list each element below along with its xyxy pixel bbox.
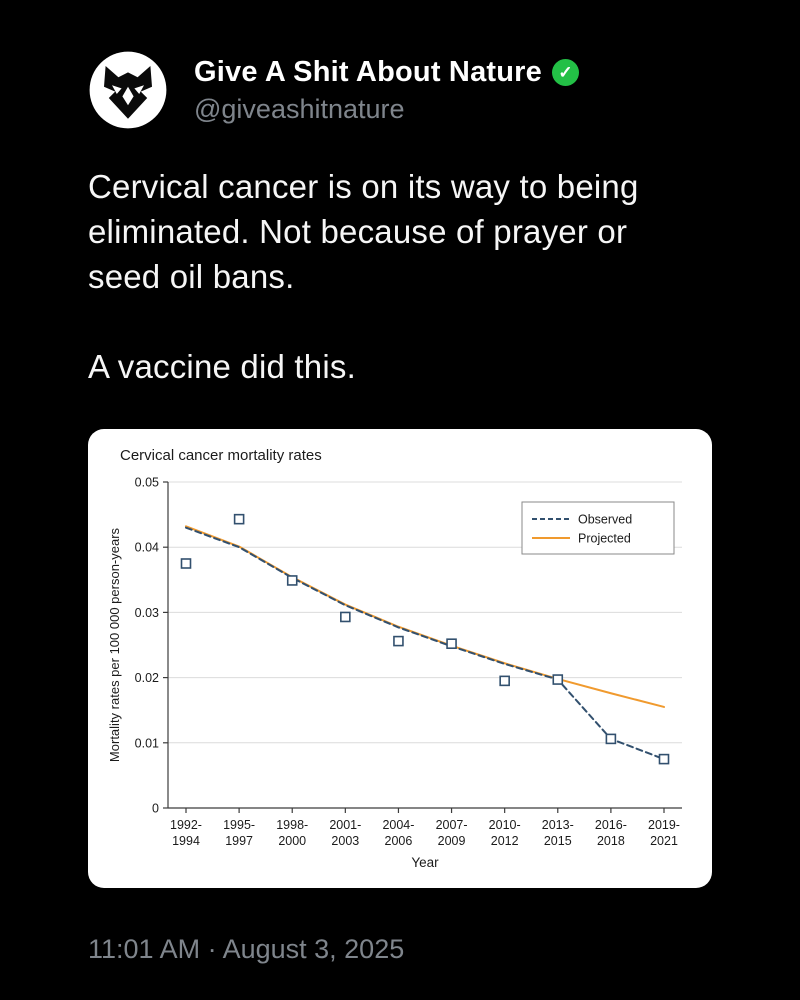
user-handle[interactable]: @giveashitnature (194, 93, 405, 124)
svg-text:1992-1994: 1992-1994 (170, 818, 202, 848)
tweet-post: Give A Shit About Nature ✓ @giveashitnat… (88, 50, 736, 964)
chart-card[interactable]: Cervical cancer mortality rates 0 0.01 0.0… (88, 429, 712, 888)
svg-text:2007-2009: 2007-2009 (436, 818, 468, 848)
tweet-paragraph-1: Cervical cancer is on its way to being e… (88, 168, 639, 295)
svg-text:1995-1997: 1995-1997 (223, 818, 255, 848)
wolf-logo-icon (89, 51, 167, 129)
tweet-text: Cervical cancer is on its way to being e… (88, 164, 736, 389)
display-name[interactable]: Give A Shit About Nature (194, 55, 542, 88)
svg-text:Observed: Observed (578, 513, 632, 527)
svg-text:Mortality rates per 100 000 pe: Mortality rates per 100 000 person-years (107, 527, 122, 762)
timestamp[interactable]: 11:01 AM · August 3, 2025 (88, 934, 405, 964)
svg-text:0.03: 0.03 (135, 606, 159, 620)
svg-text:1998-2000: 1998-2000 (276, 818, 308, 848)
svg-text:2016-2018: 2016-2018 (595, 818, 627, 848)
avatar[interactable] (88, 50, 168, 130)
svg-text:Projected: Projected (578, 532, 631, 546)
name-block: Give A Shit About Nature ✓ @giveashitnat… (194, 56, 579, 125)
svg-text:0.05: 0.05 (135, 476, 159, 490)
svg-text:0.04: 0.04 (135, 541, 159, 555)
axes: 0 0.01 0.02 0.03 0.04 0.05 1992-1994 1995-1997 1… (107, 476, 682, 870)
svg-text:Year: Year (411, 855, 439, 870)
svg-text:2001-2003: 2001-2003 (329, 818, 361, 848)
mortality-chart: 0 0.01 0.02 0.03 0.04 0.05 1992-1994 1995-1997 1… (107, 476, 682, 870)
series-observed (180, 513, 670, 765)
svg-text:0.01: 0.01 (135, 736, 159, 750)
chart-title: Cervical cancer mortality rates (120, 447, 322, 464)
legend: Observed Projected (521, 501, 675, 555)
svg-text:2004-2006: 2004-2006 (382, 818, 414, 848)
verified-badge-icon: ✓ (552, 58, 579, 86)
svg-text:2019-2021: 2019-2021 (648, 818, 680, 848)
tweet-paragraph-2: A vaccine did this. (88, 348, 356, 385)
svg-text:2013-2015: 2013-2015 (542, 818, 574, 848)
svg-text:2010-2012: 2010-2012 (489, 818, 521, 848)
tweet-header: Give A Shit About Nature ✓ @giveashitnat… (88, 50, 736, 130)
svg-text:0.02: 0.02 (135, 671, 159, 685)
svg-text:0: 0 (152, 802, 159, 816)
